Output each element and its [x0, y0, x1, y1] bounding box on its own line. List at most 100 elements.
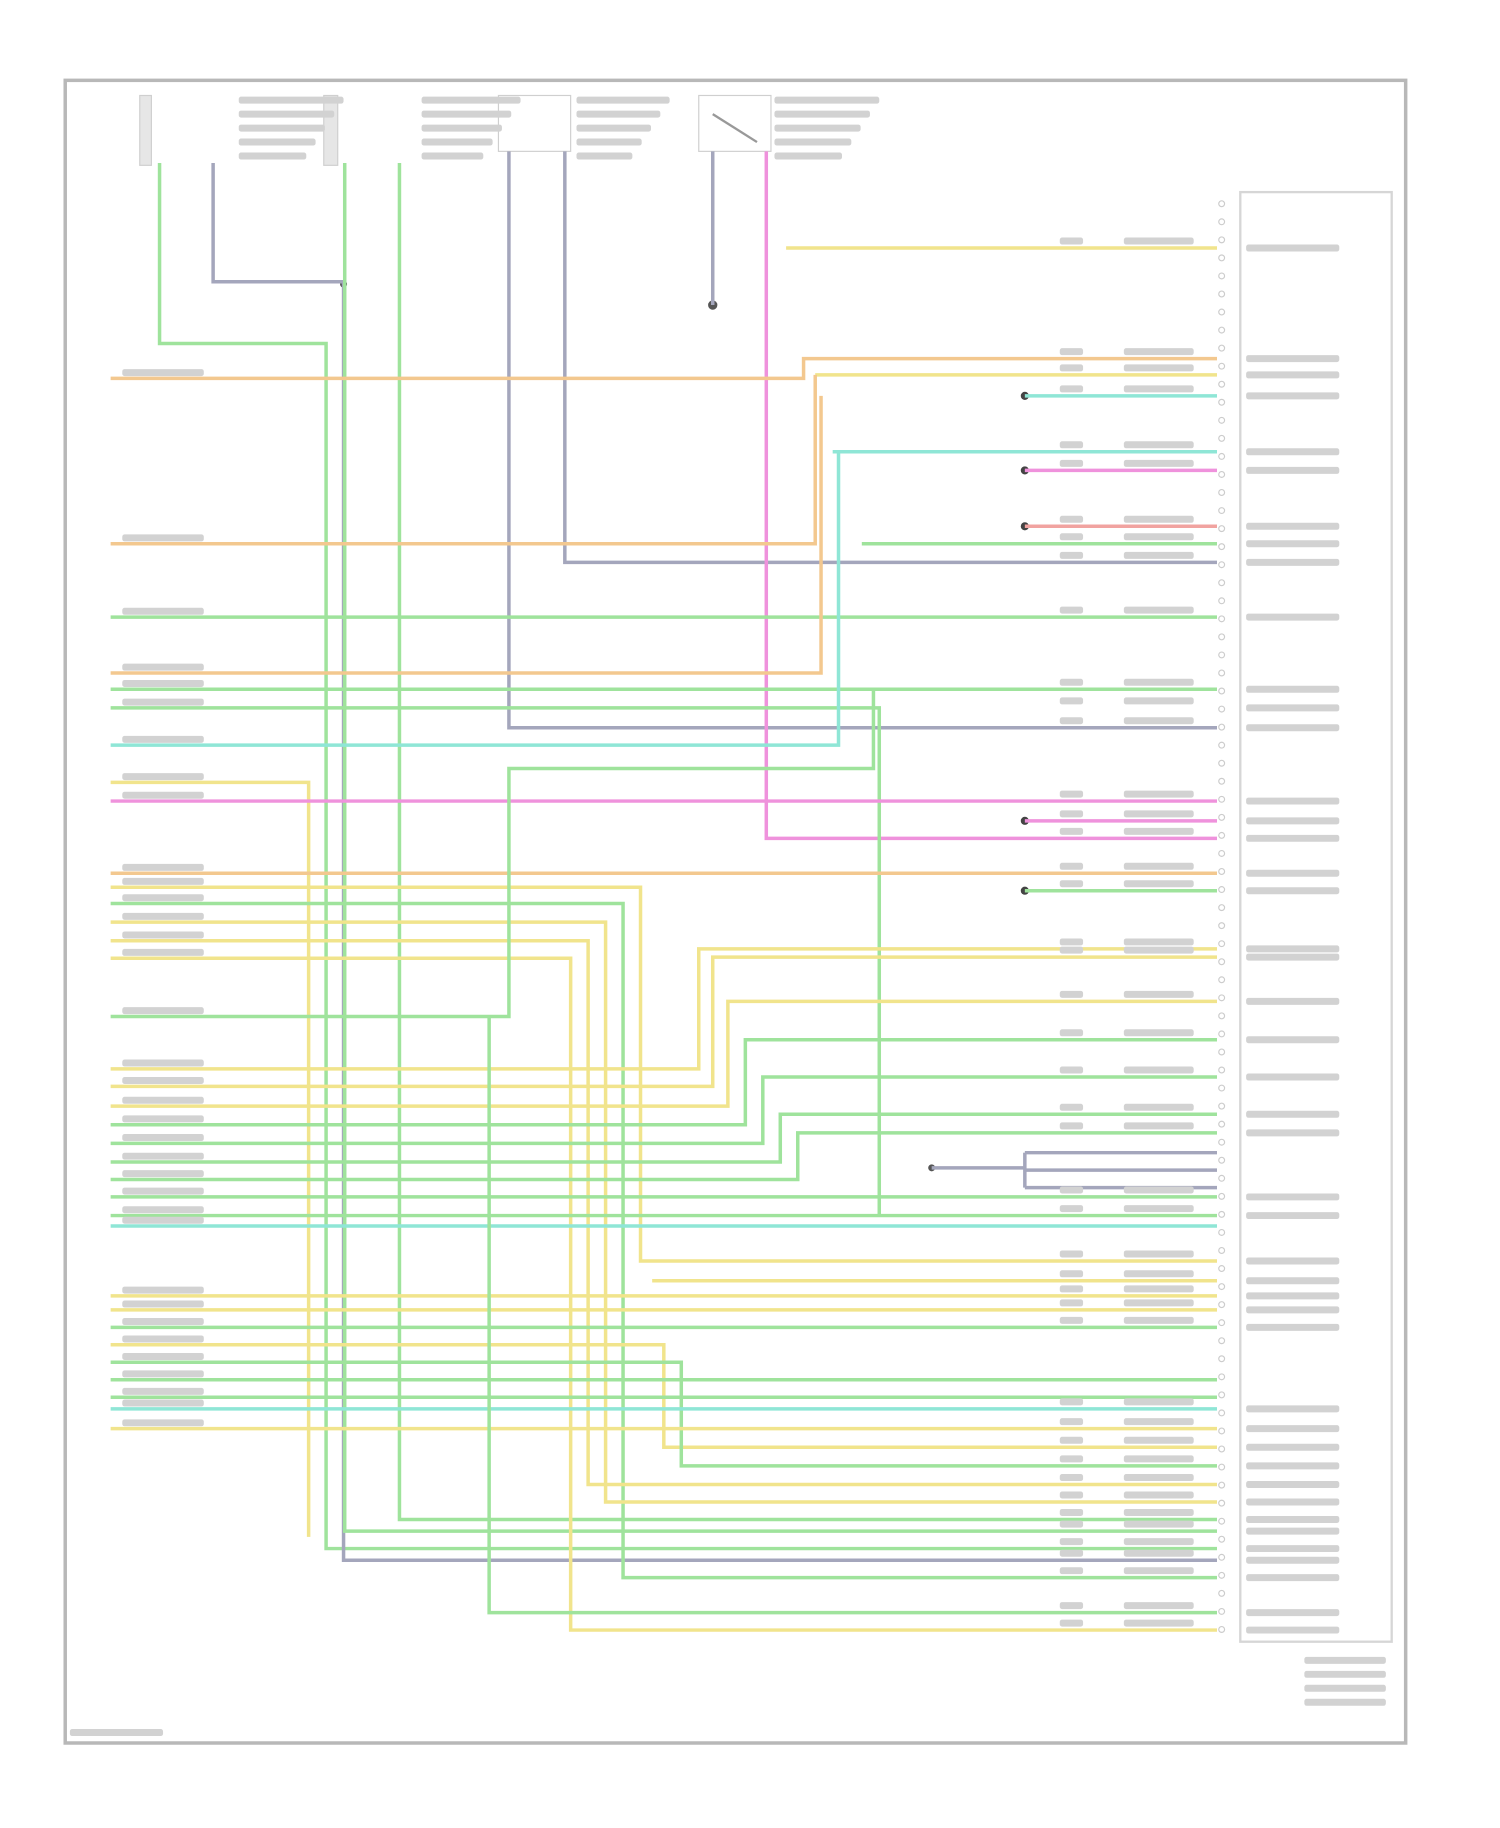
connector-pin: [1218, 489, 1226, 497]
wire-label: [1123, 348, 1194, 356]
wire-green: [110, 1075, 1218, 1146]
connector-pin: [1218, 1589, 1226, 1597]
wire-label: [576, 110, 661, 118]
wire-label: [1246, 1257, 1340, 1265]
connector-pin: [1218, 1210, 1226, 1218]
wire-yellow: [110, 780, 311, 1537]
wire-label: [1123, 1103, 1194, 1111]
wire-label: [122, 369, 204, 377]
wire-label: [238, 110, 335, 118]
wire-label: [1059, 459, 1084, 467]
connector-pin: [1218, 1301, 1226, 1309]
connector-pin: [1218, 940, 1226, 948]
wire-label: [1059, 1491, 1084, 1499]
wire-label: [1059, 1398, 1084, 1406]
wire-label: [1123, 1619, 1194, 1627]
wire-green: [487, 1016, 1218, 1615]
wire-yellow: [110, 955, 1218, 1089]
wire-label: [1246, 1443, 1340, 1451]
connector-pin: [1218, 705, 1226, 713]
connector-pin: [1218, 1373, 1226, 1381]
wire-label: [1059, 551, 1084, 559]
connector-pin: [1218, 380, 1226, 388]
wire-label: [122, 1387, 204, 1395]
wire-label: [1246, 1292, 1340, 1300]
connector-pin: [1218, 669, 1226, 677]
connector-pin: [1218, 1048, 1226, 1056]
wire-label: [1123, 459, 1194, 467]
connector-pin: [1218, 1427, 1226, 1435]
wire-label: [122, 1206, 204, 1214]
wire-label: [1246, 1036, 1340, 1044]
wire-label: [122, 1152, 204, 1160]
connector-pin: [1218, 1571, 1226, 1579]
wire-label: [1246, 887, 1340, 895]
connector-pin: [1218, 777, 1226, 785]
wire-label: [421, 138, 493, 146]
wire-label: [1059, 946, 1084, 954]
wire-label: [1304, 1698, 1386, 1706]
wire-label: [1059, 1455, 1084, 1463]
connector-pin: [1218, 1265, 1226, 1273]
wire-label: [122, 735, 204, 743]
wire-green: [157, 163, 1218, 1551]
wire-label: [1059, 1299, 1084, 1307]
wire-yellow: [110, 947, 1218, 1071]
wire-yellow: [110, 885, 1218, 1263]
wire-label: [1246, 1556, 1340, 1564]
connector-pin: [1218, 290, 1226, 298]
wire-label: [1246, 540, 1340, 548]
connector-pin: [1218, 1102, 1226, 1110]
connector-pin: [1218, 398, 1226, 406]
wire-label: [1059, 810, 1084, 818]
wire-label: [1059, 1285, 1084, 1293]
wire-label: [1059, 1436, 1084, 1444]
wire-label: [1123, 790, 1194, 798]
wire-label: [122, 1007, 204, 1015]
connector-pin: [1218, 759, 1226, 767]
wire-green: [110, 706, 882, 1217]
wire-label: [1246, 355, 1340, 363]
wire-label: [69, 1729, 164, 1737]
wire-label: [122, 1170, 204, 1178]
wire-label: [1246, 1481, 1340, 1489]
connector-pin: [1218, 1517, 1226, 1525]
wire-label: [421, 124, 502, 132]
connector-pin: [1218, 687, 1226, 695]
connector-pin: [1218, 200, 1226, 208]
wire-label: [1123, 938, 1194, 946]
wire-gray: [507, 151, 1218, 730]
wire-label: [1123, 862, 1194, 870]
wire-label: [122, 1419, 204, 1427]
wire-label: [1246, 1277, 1340, 1285]
sensor-1: [139, 94, 152, 166]
connector-pin: [1218, 1319, 1226, 1327]
connector-pin: [1218, 272, 1226, 280]
wire-green: [110, 689, 876, 1019]
wire-label: [1246, 1405, 1340, 1413]
wire-label: [122, 698, 204, 706]
wire-label: [1059, 606, 1084, 614]
wire-label: [1059, 862, 1084, 870]
wire-label: [421, 152, 484, 160]
wire-label: [1123, 1455, 1194, 1463]
connector-pin: [1218, 1337, 1226, 1345]
wire-label: [1059, 1122, 1084, 1130]
wire-label: [774, 138, 852, 146]
wire-green: [110, 1112, 1218, 1164]
connector-pin: [1218, 1499, 1226, 1507]
wire-label: [122, 894, 204, 902]
wire-label: [576, 124, 652, 132]
wire-label: [1304, 1656, 1386, 1664]
wire-label: [1123, 1299, 1194, 1307]
wire-orange: [110, 356, 1218, 381]
wire-label: [1123, 1398, 1194, 1406]
connector-pin: [1218, 958, 1226, 966]
connector-pin: [1218, 525, 1226, 533]
wire-label: [576, 96, 670, 104]
wire-label: [1059, 1567, 1084, 1575]
wire-label: [774, 96, 880, 104]
wire-yellow: [110, 920, 1218, 1504]
wire-label: [1123, 1602, 1194, 1610]
